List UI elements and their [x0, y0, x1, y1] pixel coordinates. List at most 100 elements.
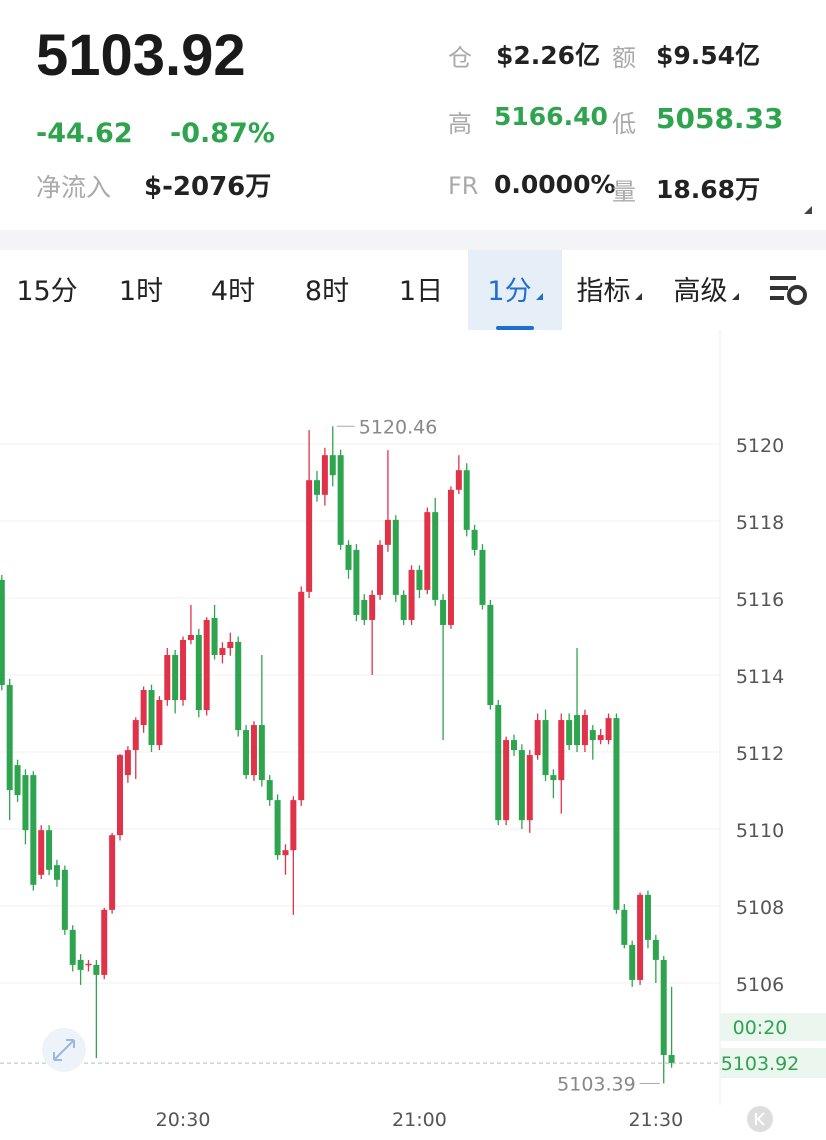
tab[interactable]: 1分 [468, 250, 562, 330]
tab[interactable]: 1时 [118, 276, 164, 307]
x-tick-label: 20:30 [156, 1109, 211, 1131]
candle-body [353, 549, 360, 615]
candle-body [250, 725, 257, 776]
candle-body [668, 1054, 675, 1064]
candle-body [503, 740, 510, 821]
candle-body [314, 480, 320, 495]
candle-body [455, 470, 462, 490]
stat-value: 18.68万 [656, 175, 761, 204]
candle-body [392, 519, 399, 595]
scroll-end-button [747, 1106, 773, 1132]
candle-body [274, 800, 281, 856]
candle-body [581, 715, 588, 746]
tab[interactable]: 指标 [562, 250, 656, 330]
y-tick-label: 5120 [736, 435, 784, 457]
net-inflow-label: 净流入 [36, 173, 112, 202]
candle-body [235, 641, 242, 731]
candle-body [211, 618, 218, 655]
stat-label: 高 [448, 110, 472, 138]
candle-body [479, 549, 486, 605]
candle-body [227, 641, 234, 649]
high-label: 5120.46 [359, 416, 438, 438]
candle-body [22, 775, 29, 831]
stat-label: 仓 [448, 44, 472, 72]
x-tick-label: 21:30 [628, 1109, 683, 1131]
last-price: 5103.92 [36, 23, 246, 88]
candle-body [85, 963, 92, 966]
candle-body [298, 591, 305, 801]
change: -44.62 [36, 118, 133, 149]
candle-body [408, 569, 415, 620]
stat-value: 5058.33 [656, 102, 784, 135]
candle-body [621, 909, 628, 945]
candle-body [117, 755, 123, 836]
y-tick-label: 5110 [736, 820, 784, 842]
candle-body [511, 740, 517, 751]
candle-body [384, 519, 391, 545]
candle-body [495, 705, 502, 821]
stat-label: 低 [612, 110, 636, 138]
candle-body [6, 685, 13, 791]
x-tick-label: 21:00 [392, 1109, 447, 1131]
y-tick-label: 5118 [736, 512, 784, 534]
tab[interactable]: 15分 [16, 276, 78, 307]
candle-body [589, 730, 596, 741]
candle-body [132, 720, 139, 751]
change-pct: -0.87% [170, 118, 275, 149]
stat-value: $9.54亿 [656, 41, 761, 70]
candle-body [471, 529, 478, 550]
candle-body [61, 869, 68, 930]
candle-body [644, 894, 651, 940]
tab[interactable]: 8时 [304, 276, 350, 307]
stat-label: 额 [612, 44, 636, 72]
y-tick-label: 5106 [736, 974, 784, 996]
candle-body [306, 480, 313, 592]
candle-body [156, 700, 163, 746]
countdown: 00:20 [733, 1017, 788, 1039]
candle-body [290, 800, 297, 851]
candle-body [424, 512, 431, 590]
settings-icon[interactable] [768, 272, 810, 308]
expand-icon [53, 1039, 75, 1061]
countdown-box [720, 1013, 826, 1042]
candle-body [463, 470, 470, 530]
candle-body [282, 850, 289, 856]
candle-body [101, 909, 108, 975]
candle-body [487, 604, 494, 706]
candle-body [345, 544, 352, 570]
y-tick-label: 5116 [736, 589, 784, 611]
candle-body [266, 780, 273, 801]
candle-body [400, 594, 407, 620]
candle-body [597, 735, 604, 741]
candle-body [558, 720, 565, 781]
candle-body [542, 720, 549, 776]
candle-body [416, 569, 423, 590]
candle-body [574, 715, 581, 746]
scroll-end-icon [755, 1112, 765, 1126]
candle-body [534, 720, 541, 756]
tab[interactable]: 高级 [656, 250, 756, 330]
candle-body [14, 765, 21, 796]
candle-body [38, 830, 45, 875]
candle-body [369, 594, 376, 620]
tab[interactable]: 4时 [210, 276, 256, 307]
candle-body [321, 455, 328, 495]
candle-body [566, 720, 573, 746]
tab[interactable]: 1日 [398, 276, 444, 307]
candle-body [93, 964, 100, 975]
candle-body [195, 634, 202, 711]
candle-body [203, 619, 210, 711]
candle-body [148, 690, 155, 746]
candle-body [337, 455, 344, 545]
candle-body [164, 654, 171, 701]
candle-body [613, 718, 620, 910]
candle-body [361, 599, 368, 620]
candle-body [140, 690, 147, 726]
candle-body [243, 730, 250, 776]
y-tick-label: 5112 [736, 743, 784, 765]
candle-body [46, 830, 53, 870]
separator [0, 230, 826, 250]
last-price-box [720, 1048, 826, 1079]
